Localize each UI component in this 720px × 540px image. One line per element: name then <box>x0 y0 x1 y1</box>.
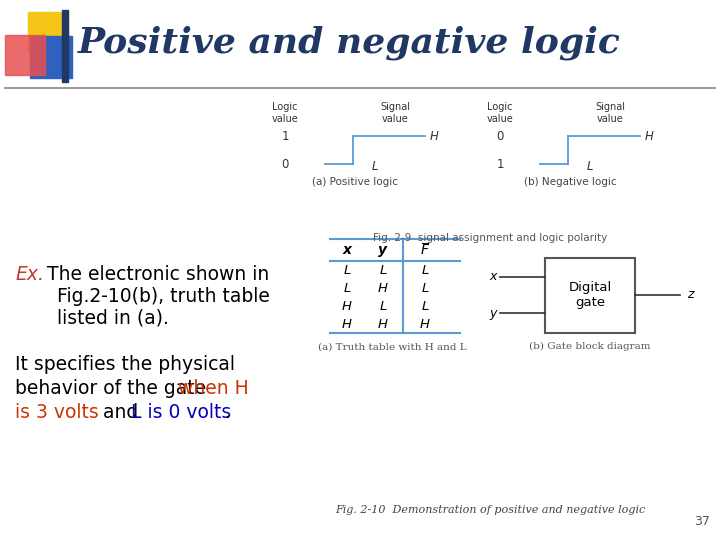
Text: L: L <box>421 281 428 294</box>
Text: Logic
value: Logic value <box>487 102 513 124</box>
Text: (b) Negative logic: (b) Negative logic <box>523 177 616 187</box>
Text: L: L <box>421 300 428 313</box>
Text: H: H <box>430 130 439 143</box>
Text: y: y <box>379 243 387 257</box>
Text: 0: 0 <box>496 130 504 143</box>
Text: is 3 volts: is 3 volts <box>15 403 99 422</box>
Text: Ex.: Ex. <box>15 265 44 284</box>
Text: H: H <box>378 318 388 330</box>
Text: H: H <box>342 318 352 330</box>
Text: The electronic shown in: The electronic shown in <box>47 265 269 284</box>
Text: L: L <box>379 264 387 276</box>
Text: .: . <box>225 403 231 422</box>
Text: L: L <box>372 160 378 173</box>
Text: y: y <box>490 307 497 320</box>
Text: behavior of the gate: behavior of the gate <box>15 379 212 398</box>
Text: H: H <box>645 130 654 143</box>
Text: listed in (a).: listed in (a). <box>57 309 169 328</box>
Text: when H: when H <box>178 379 248 398</box>
Text: L: L <box>379 300 387 313</box>
Text: 1: 1 <box>496 158 504 171</box>
Text: (b) Gate block diagram: (b) Gate block diagram <box>529 342 651 351</box>
Text: (a) Truth table with H and L: (a) Truth table with H and L <box>318 342 467 352</box>
Text: Digital
gate: Digital gate <box>568 281 611 309</box>
Text: 0: 0 <box>282 158 289 171</box>
Text: x: x <box>490 271 497 284</box>
Text: z: z <box>687 288 693 301</box>
Bar <box>28 12 68 52</box>
Text: 1: 1 <box>282 130 289 143</box>
Text: L: L <box>343 264 351 276</box>
Text: Signal
value: Signal value <box>595 102 625 124</box>
Bar <box>62 10 68 82</box>
Text: Positive and negative logic: Positive and negative logic <box>78 26 621 60</box>
Text: Fig. 2-9  signal assignment and logic polarity: Fig. 2-9 signal assignment and logic pol… <box>373 233 607 243</box>
Text: L is 0 volts: L is 0 volts <box>131 403 231 422</box>
Text: Fig.2-10(b), truth table: Fig.2-10(b), truth table <box>57 287 270 306</box>
Text: L: L <box>421 264 428 276</box>
Text: H: H <box>378 281 388 294</box>
Text: L: L <box>343 281 351 294</box>
Text: Signal
value: Signal value <box>380 102 410 124</box>
Text: Logic
value: Logic value <box>271 102 298 124</box>
Text: x: x <box>343 243 351 257</box>
Text: and: and <box>97 403 144 422</box>
Bar <box>545 258 635 333</box>
Text: It specifies the physical: It specifies the physical <box>15 355 235 374</box>
Text: H: H <box>420 318 430 330</box>
Text: 37: 37 <box>694 515 710 528</box>
Text: F̅: F̅ <box>421 243 429 257</box>
Text: Fig. 2-10  Demonstration of positive and negative logic: Fig. 2-10 Demonstration of positive and … <box>335 505 645 515</box>
Text: (a) Positive logic: (a) Positive logic <box>312 177 398 187</box>
Bar <box>5 35 45 75</box>
Text: L: L <box>587 160 593 173</box>
Bar <box>30 36 72 78</box>
Text: H: H <box>342 300 352 313</box>
